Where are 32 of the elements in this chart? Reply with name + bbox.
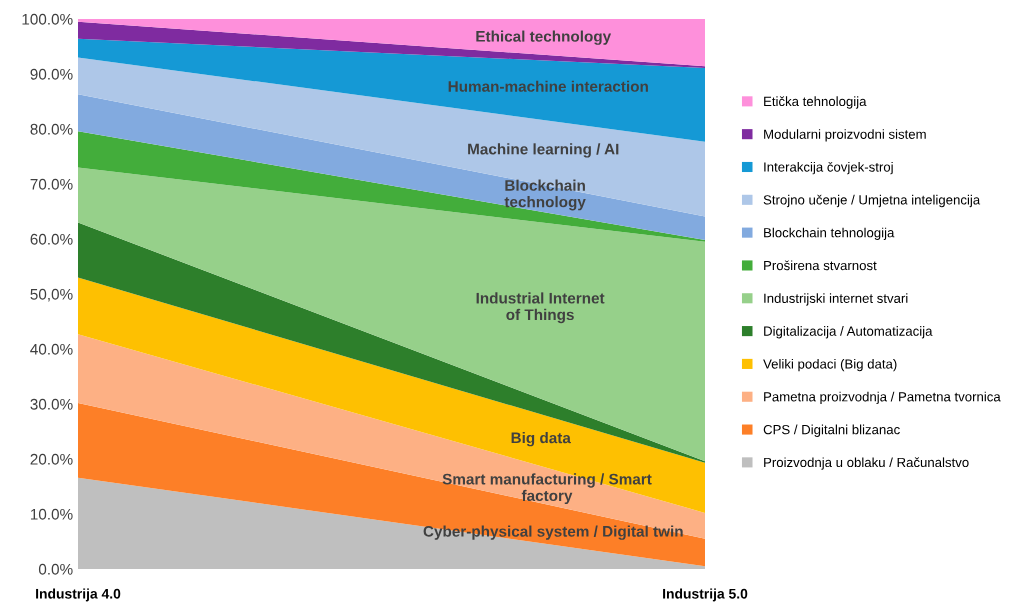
y-tick-label: 20.0% [30, 453, 73, 465]
y-tick-label: 40.0% [30, 343, 73, 355]
legend-label: Etička tehnologija [764, 96, 867, 109]
y-tick-label: 100.0% [22, 13, 73, 25]
y-tick-label: 60.0% [30, 233, 73, 245]
annotation: Smart manufacturing / Smart factory [442, 473, 652, 505]
legend-label: Industrijski internet stvari [764, 293, 908, 306]
legend-label: Interakcija čovjek-stroj [764, 161, 893, 175]
legend-label: Digitalizacija / Automatizacija [764, 326, 933, 339]
legend-label: Modularni proizvodni sistem [764, 129, 926, 142]
y-tick-label: 90.0% [30, 68, 73, 80]
annotation: Big data [511, 432, 571, 447]
x-tick-label: Industrija 5.0 [663, 588, 748, 602]
y-tick-label: 50,0% [30, 288, 73, 302]
legend-label: Strojno učenje / Umjetna inteligencija [763, 194, 981, 208]
annotation: Blockchain technology [504, 179, 586, 211]
legend-label: Blockchain tehnologija [764, 227, 895, 240]
y-tick-label: 80.0% [30, 123, 73, 135]
y-tick-label: 0.0% [38, 563, 73, 575]
y-tick-label: 30.0% [30, 398, 73, 410]
legend-label: Pametna proizvodnja / Pametna tvornica [764, 391, 1001, 405]
annotation: Ethical technology [476, 30, 612, 45]
y-tick-label: 10.0% [30, 508, 73, 520]
annotation: Industrial Internet of Things [476, 292, 605, 324]
annotation: Human-machine interaction [448, 80, 648, 92]
legend-label: Proširena stvarnost [764, 260, 877, 271]
legend-label: CPS / Digitalni blizanac [763, 424, 900, 437]
x-tick-label: Industrija 4.0 [36, 588, 121, 602]
annotation: Machine learning / AI [468, 143, 619, 158]
y-tick-label: 70.0% [30, 178, 73, 190]
text: Proizvodnja u oblaku / Računalstvo [764, 457, 969, 470]
legend-label: Veliki podaci (Big data) [763, 358, 897, 372]
